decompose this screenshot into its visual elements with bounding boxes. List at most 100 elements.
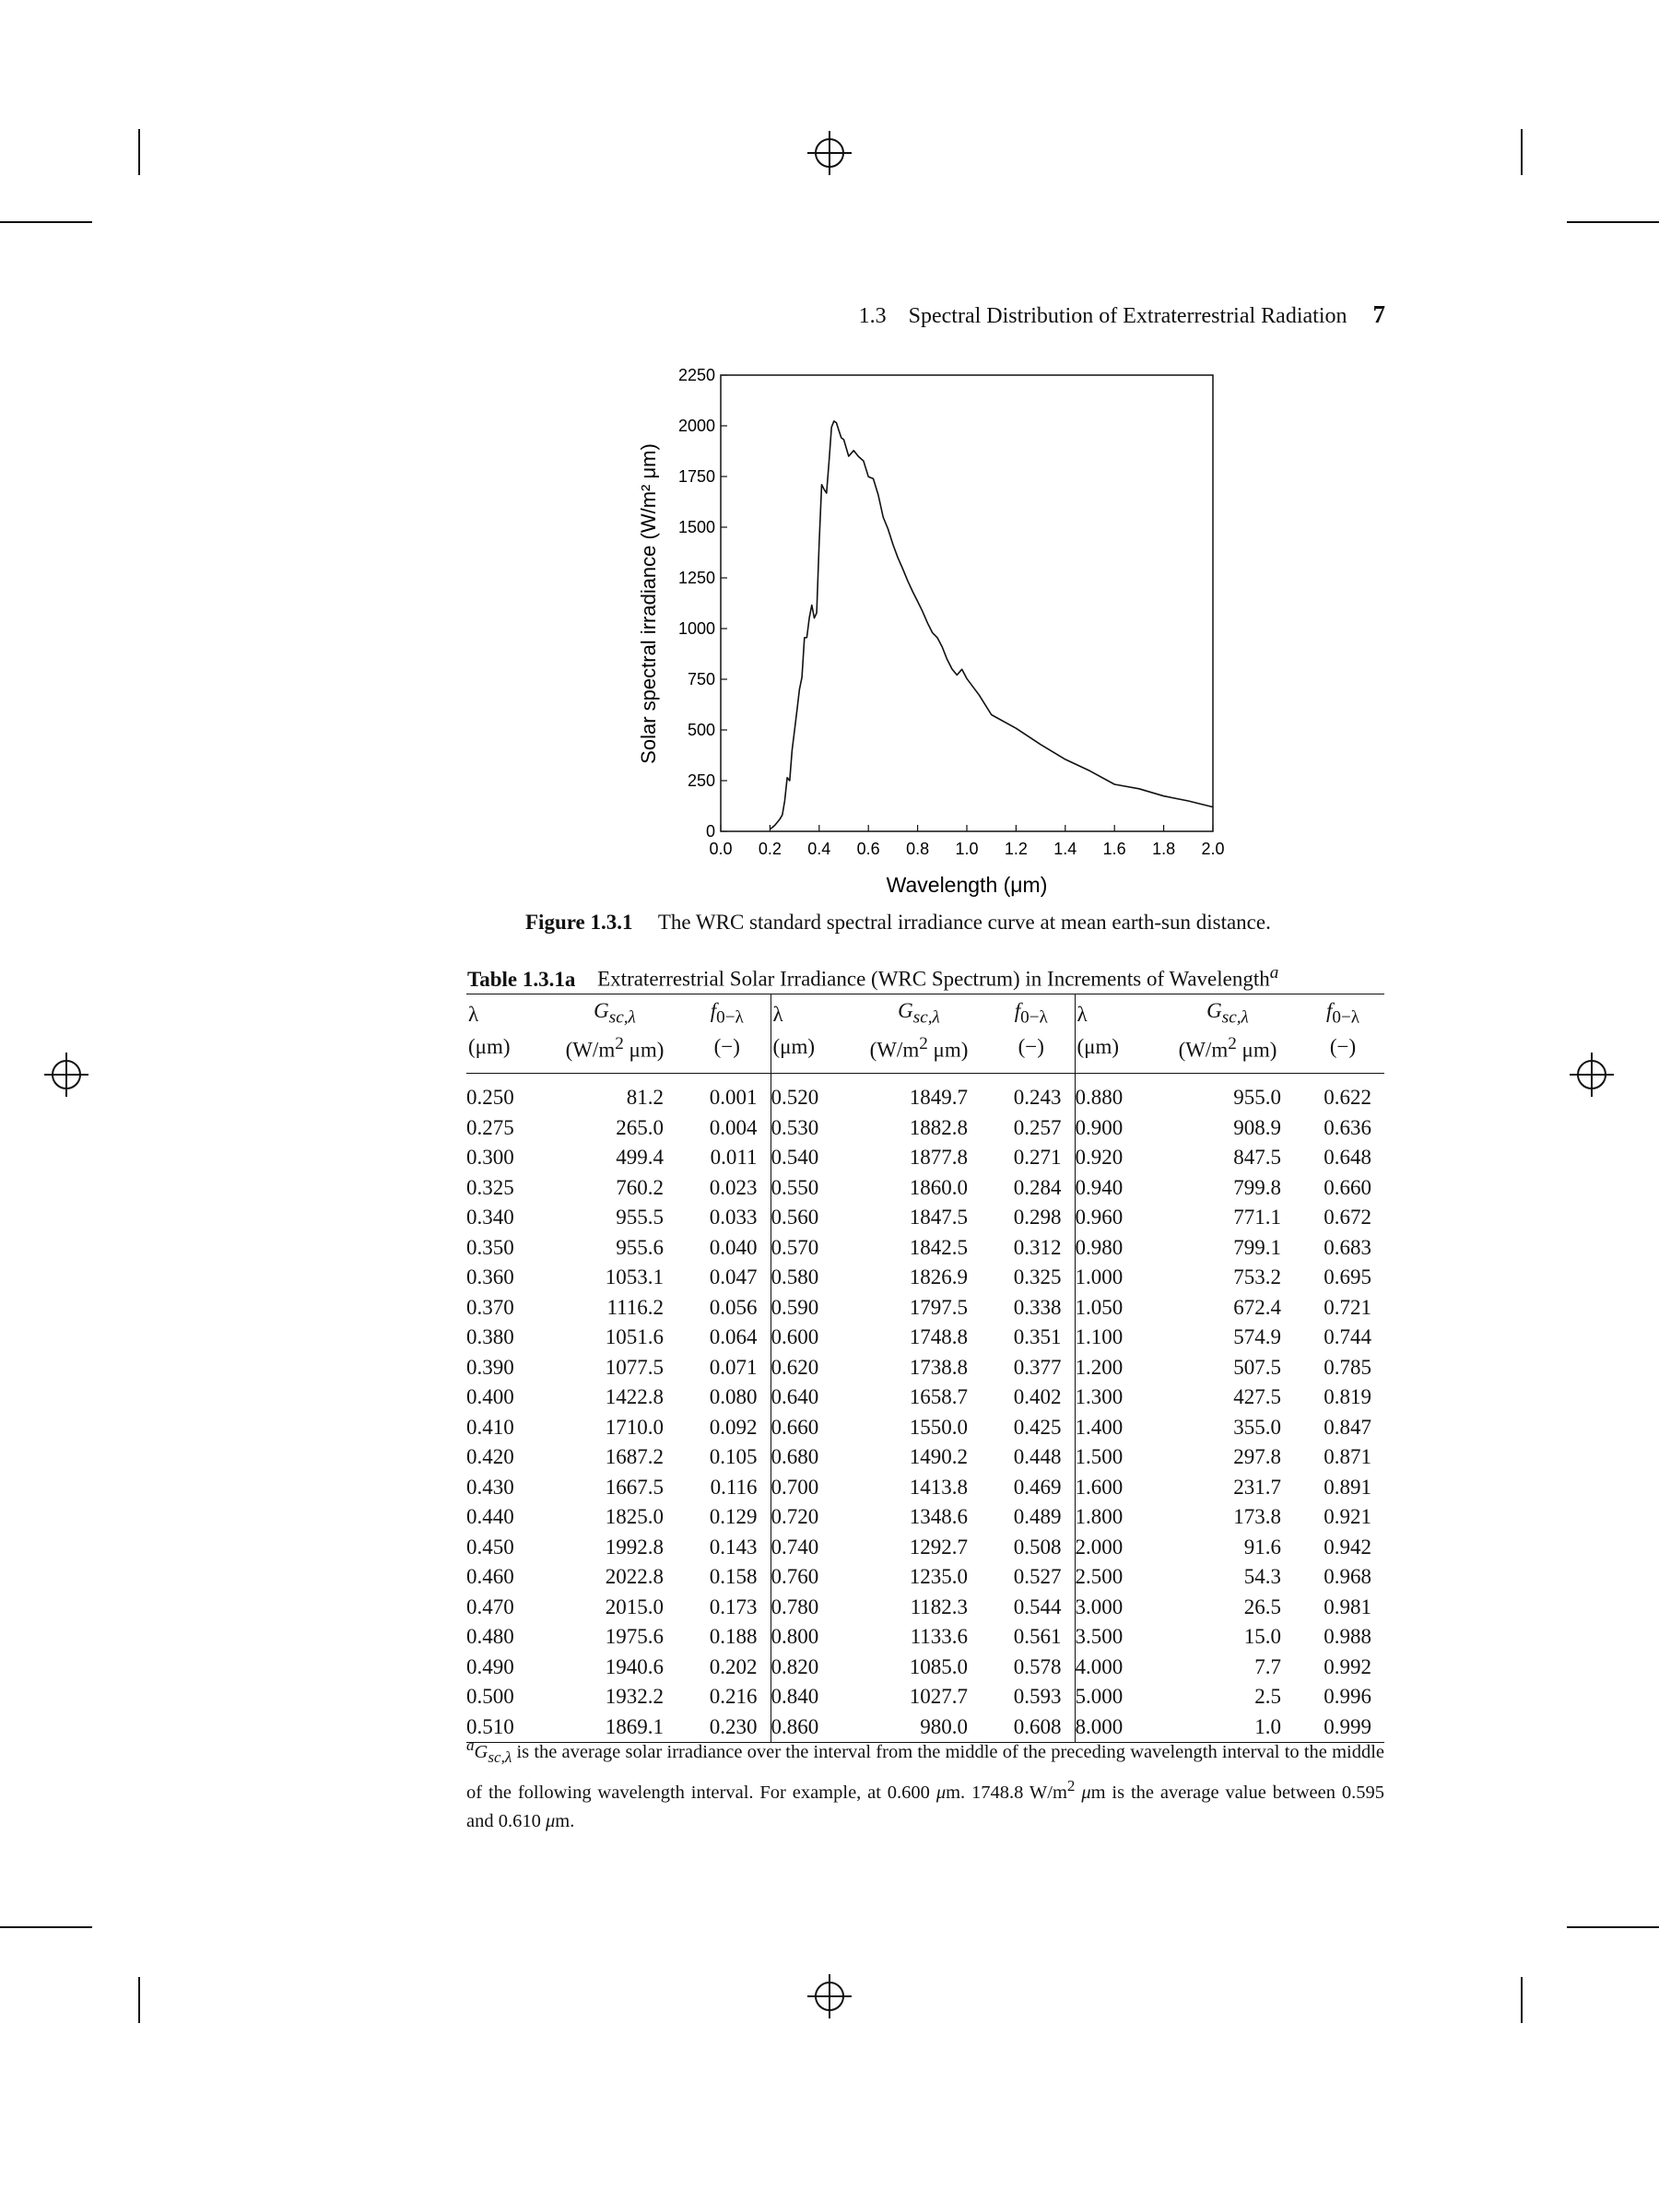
x-tick-label: 0.0: [709, 840, 732, 858]
table-row: 0.510 1869.1 0.230 0.860 980.0 0.608 8.000 1.0 0…: [466, 1712, 1384, 1743]
table-row: 0.440 1825.0 0.129 0.720 1348.6 0.489 1.800 173…: [466, 1502, 1384, 1533]
cell-fraction: 0.040: [684, 1232, 771, 1264]
cell-fraction: 0.257: [988, 1112, 1076, 1144]
cell-fraction: 0.351: [988, 1323, 1076, 1353]
col-unit-lambda: (μm): [466, 1030, 546, 1075]
cell-wavelength: 0.590: [771, 1295, 819, 1319]
registration-mark-icon: [1570, 1053, 1614, 1097]
cell-wavelength: 0.325: [466, 1175, 514, 1199]
cell-irradiance: 1826.9: [909, 1265, 968, 1289]
cell-wavelength: 0.440: [466, 1505, 514, 1529]
cell-wavelength: 0.900: [1075, 1115, 1124, 1139]
cell-fraction: 0.129: [684, 1502, 771, 1533]
y-tick-label: 2250: [678, 366, 715, 384]
cell-wavelength: 0.390: [466, 1355, 514, 1379]
cell-fraction: 0.469: [988, 1472, 1076, 1503]
cell-irradiance: 1348.6: [909, 1505, 968, 1529]
cell-irradiance: 1292.7: [909, 1535, 968, 1559]
cell-irradiance: 1235.0: [909, 1565, 968, 1589]
figure-caption-text: The WRC standard spectral irradiance cur…: [657, 911, 1271, 934]
cell-wavelength: 0.490: [466, 1654, 514, 1678]
y-axis: 0 250 500 750 1000 1250 1500 1750 2000 2250: [678, 366, 727, 841]
cell-wavelength: 0.480: [466, 1625, 514, 1649]
cell-fraction: 0.508: [988, 1532, 1076, 1563]
cell-fraction: 0.216: [684, 1682, 771, 1712]
cell-fraction: 0.871: [1324, 1445, 1371, 1469]
table-label: Table 1.3.1a: [467, 967, 576, 991]
cell-wavelength: 1.800: [1075, 1505, 1124, 1529]
cell-irradiance: 847.5: [1233, 1146, 1281, 1170]
cell-wavelength: 0.460: [466, 1565, 514, 1589]
table-row: 0.500 1932.2 0.216 0.840 1027.7 0.593 5.000 2.5…: [466, 1682, 1384, 1712]
y-tick-label: 750: [688, 670, 715, 688]
cell-fraction: 0.071: [684, 1352, 771, 1383]
y-tick-label: 0: [706, 822, 715, 841]
cell-irradiance: 1932.2: [605, 1685, 664, 1709]
cell-irradiance: 26.5: [1243, 1594, 1281, 1618]
cell-irradiance: 1687.2: [605, 1445, 664, 1469]
cell-irradiance: 955.0: [1233, 1086, 1281, 1110]
cell-irradiance: 1825.0: [605, 1505, 664, 1529]
cell-fraction: 0.489: [988, 1502, 1076, 1533]
cell-irradiance: 2022.8: [605, 1565, 664, 1589]
cell-wavelength: 0.370: [466, 1295, 514, 1319]
cell-wavelength: 0.960: [1075, 1206, 1124, 1230]
cell-irradiance: 7.7: [1254, 1654, 1281, 1678]
cell-irradiance: 1975.6: [605, 1625, 664, 1649]
cell-fraction: 0.325: [988, 1263, 1076, 1293]
plot-frame: [720, 374, 1214, 832]
crop-mark: [138, 1977, 140, 2023]
cell-irradiance: 574.9: [1233, 1325, 1281, 1349]
cell-irradiance: 760.2: [616, 1175, 664, 1199]
cell-wavelength: 0.640: [771, 1385, 819, 1409]
cell-irradiance: 955.5: [616, 1206, 664, 1230]
cell-wavelength: 0.500: [466, 1685, 514, 1709]
cell-fraction: 0.672: [1324, 1206, 1371, 1230]
cell-fraction: 0.608: [988, 1712, 1076, 1743]
col-unit-fraction: (−): [988, 1030, 1076, 1075]
table-row: 0.350 955.6 0.040 0.570 1842.5 0.312 0.980 799.…: [466, 1232, 1384, 1264]
cell-wavelength: 0.510: [466, 1714, 514, 1738]
registration-mark-icon: [807, 131, 852, 175]
cell-irradiance: 81.2: [626, 1086, 664, 1110]
cell-wavelength: 0.700: [771, 1475, 819, 1499]
cell-wavelength: 0.800: [771, 1625, 819, 1649]
cell-fraction: 0.819: [1324, 1385, 1371, 1409]
cell-irradiance: 1882.8: [909, 1115, 968, 1139]
x-tick-label: 0.8: [906, 840, 929, 858]
cell-wavelength: 0.410: [466, 1415, 514, 1439]
cell-fraction: 0.312: [988, 1232, 1076, 1264]
cell-fraction: 0.942: [1324, 1535, 1371, 1559]
cell-wavelength: 0.420: [466, 1445, 514, 1469]
col-unit-lambda: (μm): [1075, 1030, 1154, 1075]
cell-wavelength: 1.400: [1075, 1415, 1124, 1439]
running-head: 1.3 Spectral Distribution of Extraterres…: [859, 300, 1385, 329]
table-title-text: Extraterrestrial Solar Irradiance (WRC S…: [597, 967, 1270, 991]
cell-irradiance: 297.8: [1233, 1445, 1281, 1469]
cell-fraction: 0.785: [1324, 1355, 1371, 1379]
cell-wavelength: 3.500: [1075, 1625, 1124, 1649]
x-tick-label: 1.2: [1005, 840, 1028, 858]
cell-irradiance: 1877.8: [909, 1146, 968, 1170]
cell-irradiance: 15.0: [1243, 1625, 1281, 1649]
cell-wavelength: 0.620: [771, 1355, 819, 1379]
x-tick-label: 1.6: [1103, 840, 1126, 858]
cell-wavelength: 0.920: [1075, 1146, 1124, 1170]
cell-wavelength: 0.360: [466, 1265, 514, 1289]
cell-wavelength: 0.980: [1075, 1235, 1124, 1259]
cell-irradiance: 231.7: [1233, 1475, 1281, 1499]
cell-fraction: 0.158: [684, 1562, 771, 1593]
table-row: 0.430 1667.5 0.116 0.700 1413.8 0.469 1.600 231…: [466, 1472, 1384, 1503]
col-unit-fraction: (−): [1301, 1030, 1384, 1075]
cell-fraction: 0.999: [1324, 1714, 1371, 1738]
cell-wavelength: 0.470: [466, 1594, 514, 1618]
x-tick-label: 0.4: [807, 840, 830, 858]
cell-irradiance: 499.4: [616, 1146, 664, 1170]
col-unit-irradiance: (W/m2 μm): [850, 1030, 988, 1075]
cell-wavelength: 1.200: [1075, 1355, 1124, 1379]
cell-fraction: 0.284: [988, 1172, 1076, 1204]
cell-wavelength: 4.000: [1075, 1654, 1124, 1678]
cell-wavelength: 1.100: [1075, 1325, 1124, 1349]
cell-irradiance: 1940.6: [605, 1654, 664, 1678]
cell-wavelength: 0.860: [771, 1714, 819, 1738]
